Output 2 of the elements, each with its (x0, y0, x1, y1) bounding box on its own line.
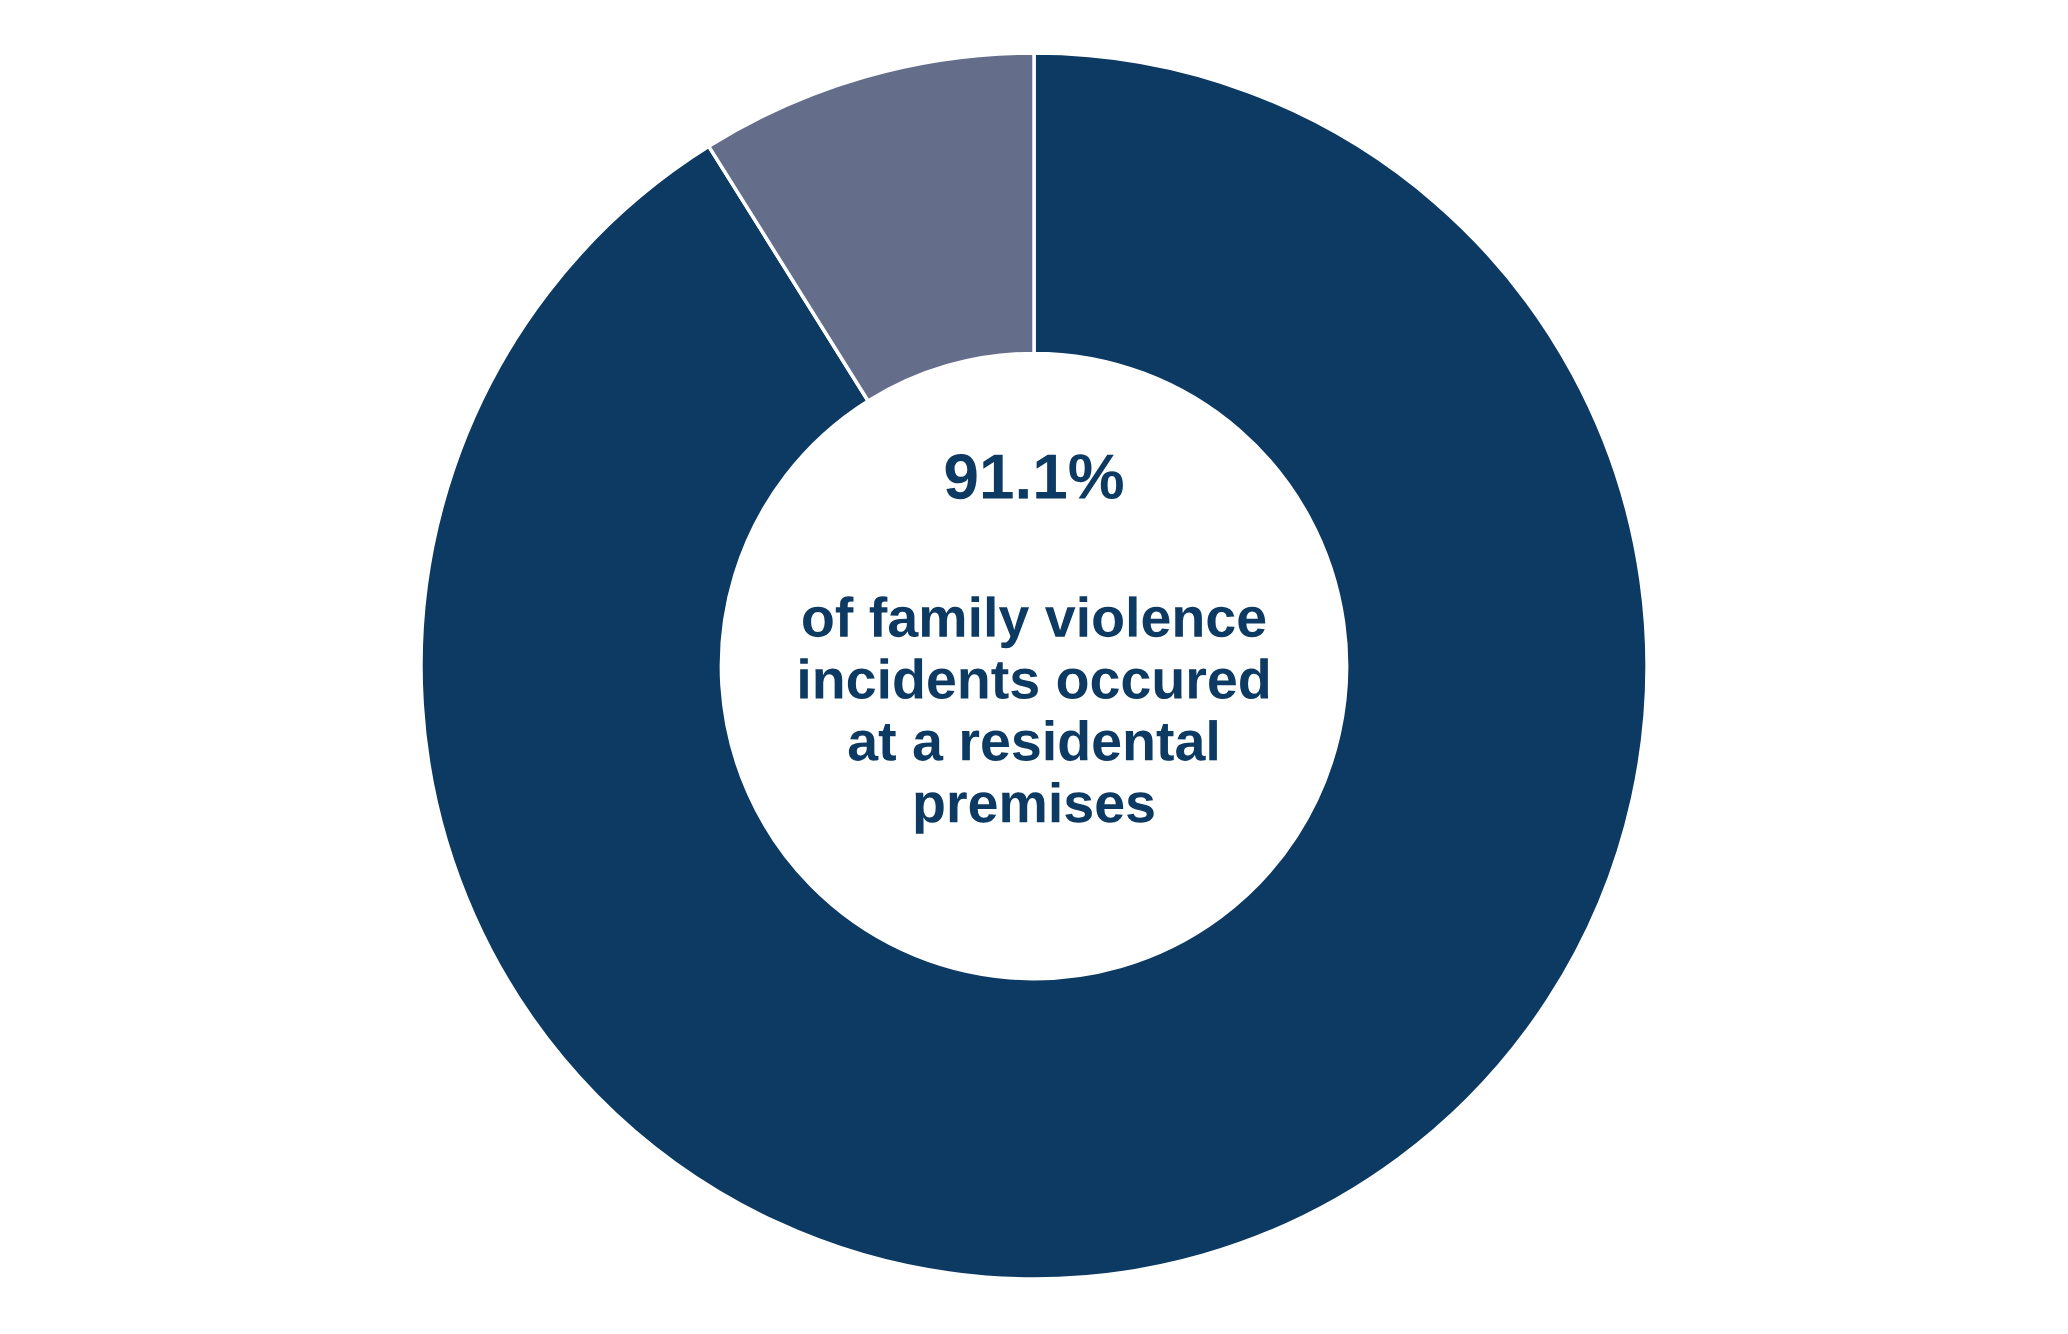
text: of family violence incidents occured at a residental premises (800, 596, 1269, 834)
text: 91.1% (945, 454, 1123, 500)
